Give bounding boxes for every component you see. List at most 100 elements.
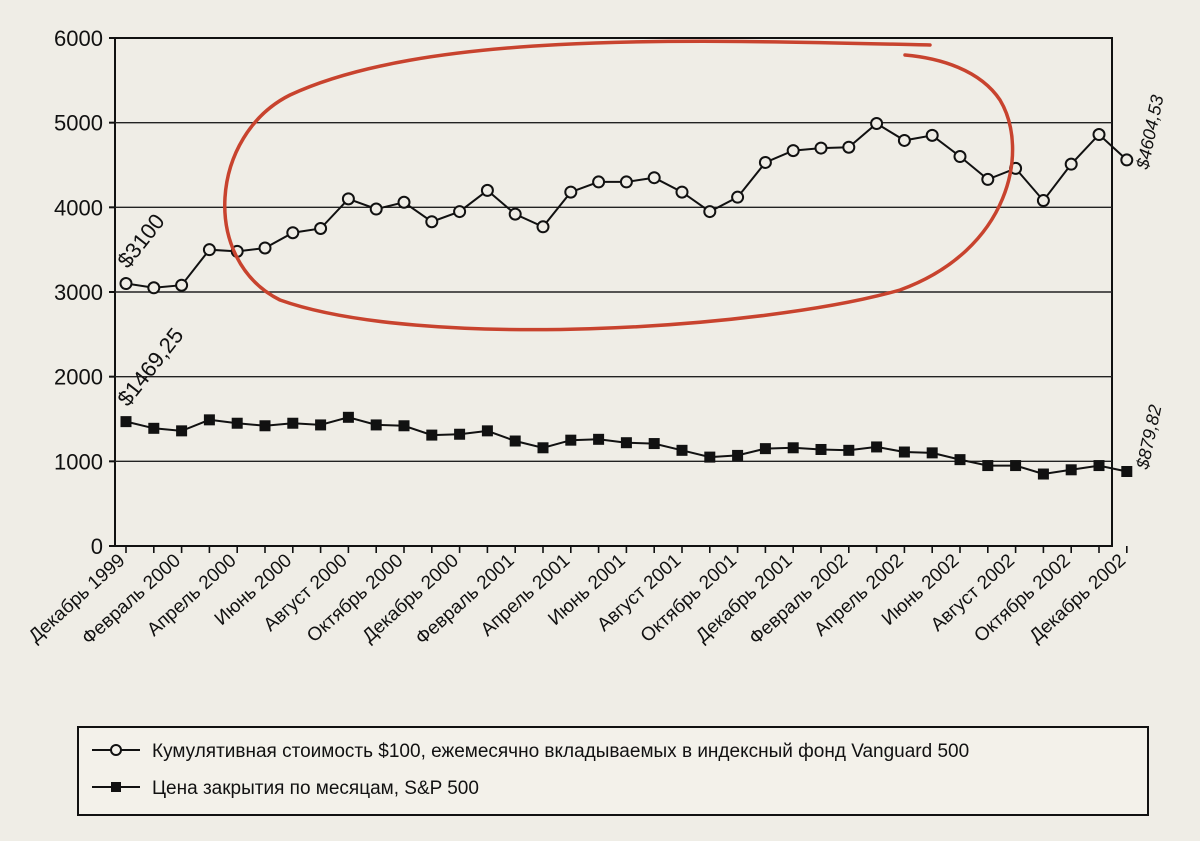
x-tick-label: Октябрь 2000 <box>303 550 407 647</box>
legend-box <box>77 726 1149 816</box>
vanguard-point <box>1120 153 1134 167</box>
sp500-point <box>398 420 410 432</box>
sp500-point <box>620 437 632 449</box>
sp500-point <box>481 425 493 437</box>
y-tick-label: 0 <box>91 534 103 559</box>
sp500-point <box>871 441 883 453</box>
vanguard-point <box>758 155 772 169</box>
y-tick-label: 1000 <box>54 449 103 474</box>
vanguard-point <box>175 278 189 292</box>
vanguard-point <box>675 185 689 199</box>
sp500-point <box>759 443 771 455</box>
sp500-point <box>1065 464 1077 476</box>
sp500-point <box>1121 465 1133 477</box>
sp500-point <box>898 446 910 458</box>
sp500-end-label: $879,82 <box>1132 403 1165 472</box>
x-tick-label: Декабрь 2000 <box>358 550 462 647</box>
y-tick-label: 5000 <box>54 111 103 136</box>
sp500-point <box>982 460 994 472</box>
vanguard-point <box>564 185 578 199</box>
sp500-point <box>732 449 744 461</box>
legend-filled-square-marker <box>111 782 121 792</box>
vanguard-point <box>425 215 439 229</box>
sp500-point <box>342 411 354 423</box>
sp500-point <box>259 420 271 432</box>
vanguard-point <box>925 128 939 142</box>
vanguard-point <box>536 220 550 234</box>
vanguard-point <box>147 281 161 295</box>
vanguard-point <box>480 183 494 197</box>
vanguard-point <box>508 207 522 221</box>
sp500-point <box>148 422 160 434</box>
vanguard-point <box>870 117 884 131</box>
vanguard-point <box>1092 128 1106 142</box>
vanguard-point <box>286 226 300 240</box>
vanguard-point <box>1036 194 1050 208</box>
vanguard-point <box>397 195 411 209</box>
highlight-ellipse <box>223 39 1015 332</box>
vanguard-point <box>786 144 800 158</box>
vanguard-point <box>258 241 272 255</box>
x-tick-label: Октябрь 2002 <box>970 550 1074 647</box>
vanguard-point <box>703 205 717 219</box>
sp500-start-label: $1469,25 <box>112 323 188 411</box>
sp500-point <box>565 434 577 446</box>
y-tick-label: 2000 <box>54 365 103 390</box>
sp500-point <box>509 435 521 447</box>
vanguard-point <box>1064 157 1078 171</box>
legend-label-sp500: Цена закрытия по месяцам, S&P 500 <box>152 778 479 799</box>
y-tick-label: 6000 <box>54 26 103 51</box>
x-tick-label: Февраль 2002 <box>745 550 852 649</box>
vanguard-point <box>619 175 633 189</box>
vanguard-end-label: $4604,53 <box>1132 93 1167 172</box>
sp500-point <box>954 454 966 466</box>
x-tick-label: Декабрь 1999 <box>25 550 129 647</box>
sp500-point <box>176 425 188 437</box>
sp500-point <box>370 419 382 431</box>
sp500-point <box>648 438 660 450</box>
x-tick-label: Октябрь 2001 <box>637 550 741 647</box>
vanguard-point <box>119 277 133 291</box>
sp500-point <box>815 443 827 455</box>
sp500-point <box>926 447 938 459</box>
legend: Кумулятивная стоимость $100, ежемесячно … <box>77 726 1149 816</box>
sp500-point <box>676 444 688 456</box>
vanguard-point <box>369 202 383 216</box>
sp500-point <box>287 417 299 429</box>
legend-open-circle-marker <box>110 744 122 756</box>
sp500-point <box>231 417 243 429</box>
vanguard-point <box>953 150 967 164</box>
sp500-point <box>1010 460 1022 472</box>
vanguard-point <box>897 133 911 147</box>
sp500-point <box>537 442 549 454</box>
sp500-point <box>203 414 215 426</box>
vanguard-point <box>592 175 606 189</box>
vanguard-point <box>814 141 828 155</box>
sp500-point <box>593 433 605 445</box>
sp500-point <box>704 451 716 463</box>
sp500-point <box>426 429 438 441</box>
vanguard-point <box>314 222 328 235</box>
vanguard-point <box>981 172 995 186</box>
vanguard-point <box>202 243 216 257</box>
x-tick-label: Февраль 2001 <box>412 550 519 649</box>
vanguard-point <box>731 190 745 204</box>
y-tick-label: 3000 <box>54 280 103 305</box>
sp500-point <box>1093 460 1105 472</box>
sp500-point <box>120 416 132 428</box>
x-tick-label: Декабрь 2001 <box>692 550 796 647</box>
vanguard-point <box>341 192 355 206</box>
vanguard-point <box>647 171 661 185</box>
sp500-point <box>315 419 327 431</box>
x-tick-label: Февраль 2000 <box>78 550 185 649</box>
sp500-point <box>843 444 855 456</box>
sp500-point <box>454 428 466 440</box>
vanguard-start-label: $3100 <box>112 209 169 273</box>
y-tick-label: 4000 <box>54 195 103 220</box>
vanguard-point <box>453 205 467 219</box>
sp500-point <box>787 442 799 454</box>
vanguard-series-line <box>125 122 1128 289</box>
x-tick-label: Декабрь 2002 <box>1026 550 1130 647</box>
